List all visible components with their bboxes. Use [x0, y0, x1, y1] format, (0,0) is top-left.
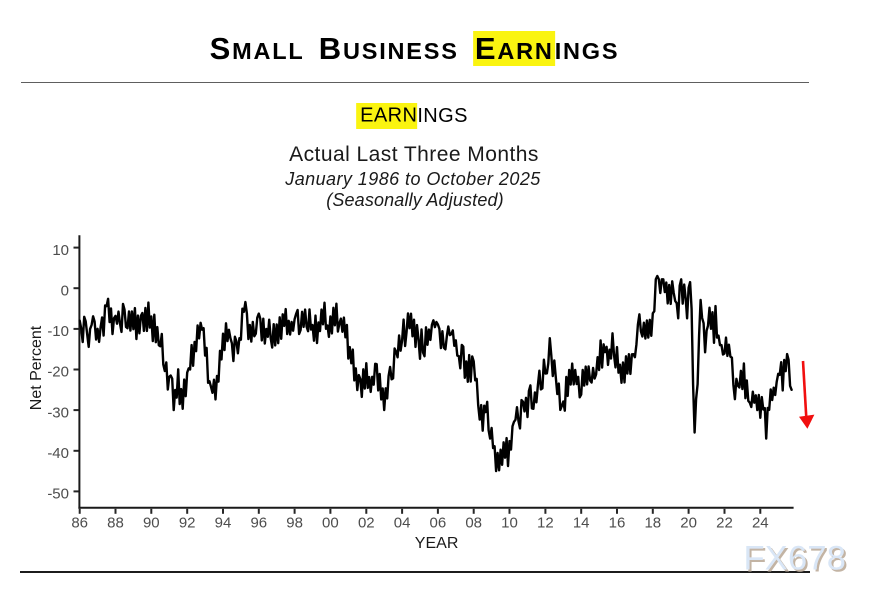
- svg-text:94: 94: [215, 515, 232, 532]
- svg-text:-20: -20: [47, 364, 69, 381]
- svg-text:86: 86: [71, 515, 88, 532]
- svg-text:16: 16: [609, 515, 626, 532]
- svg-text:Net Percent: Net Percent: [28, 325, 45, 410]
- svg-text:20: 20: [680, 515, 697, 532]
- svg-text:02: 02: [358, 515, 375, 532]
- svg-text:92: 92: [179, 515, 196, 532]
- svg-text:88: 88: [107, 515, 124, 532]
- svg-text:98: 98: [286, 515, 303, 532]
- svg-text:00: 00: [322, 515, 339, 532]
- svg-text:-10: -10: [47, 323, 69, 340]
- svg-text:24: 24: [752, 515, 769, 532]
- svg-text:10: 10: [501, 515, 518, 532]
- svg-text:18: 18: [644, 515, 661, 532]
- svg-text:14: 14: [573, 515, 590, 532]
- svg-text:04: 04: [394, 515, 411, 532]
- svg-text:12: 12: [537, 515, 554, 532]
- svg-text:-40: -40: [47, 445, 69, 462]
- svg-text:-50: -50: [47, 486, 69, 503]
- svg-text:08: 08: [465, 515, 482, 532]
- svg-text:96: 96: [250, 515, 267, 532]
- svg-text:0: 0: [61, 282, 69, 299]
- svg-text:10: 10: [52, 242, 69, 259]
- svg-text:06: 06: [430, 515, 447, 532]
- svg-text:90: 90: [143, 515, 160, 532]
- svg-text:YEAR: YEAR: [415, 535, 459, 552]
- svg-text:-30: -30: [47, 404, 69, 421]
- svg-text:22: 22: [716, 515, 733, 532]
